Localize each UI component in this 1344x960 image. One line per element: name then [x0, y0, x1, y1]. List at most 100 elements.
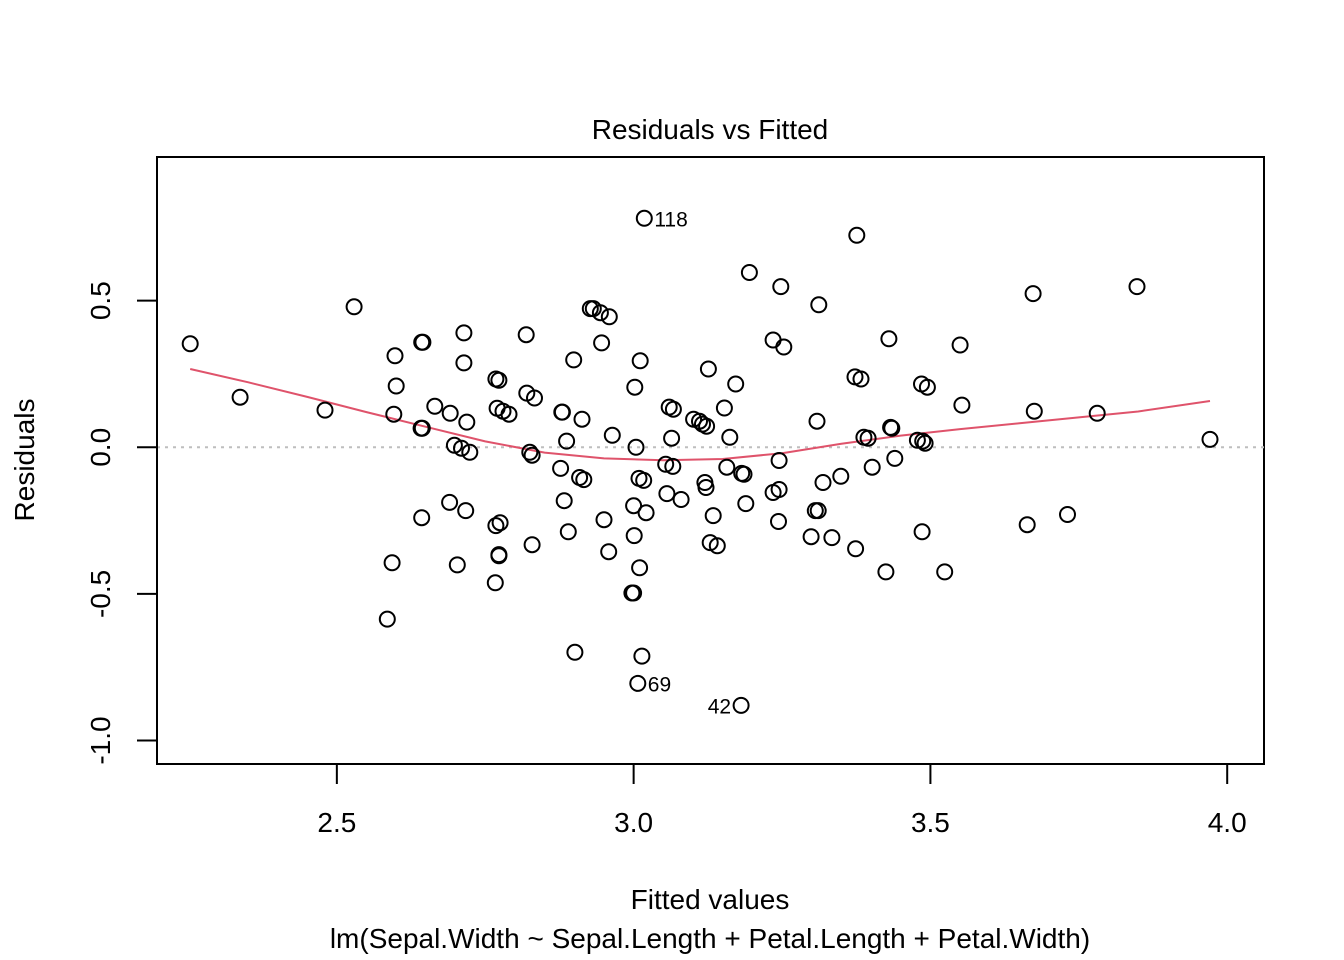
- data-point: [448, 556, 466, 574]
- data-point: [852, 370, 870, 388]
- data-point: [1018, 516, 1036, 534]
- data-point: [863, 458, 881, 476]
- data-point: [559, 523, 577, 541]
- data-point: [603, 426, 621, 444]
- y-tick-label: 0.5: [85, 281, 116, 320]
- data-point: [517, 326, 535, 344]
- data-point: [877, 563, 895, 581]
- x-tick-label: 3.0: [614, 807, 653, 838]
- y-axis: 0.5 0.0 -0.5 -1.0: [85, 281, 158, 765]
- data-point: [426, 397, 444, 415]
- data-point: [698, 417, 716, 435]
- lowess-layer: [189, 368, 1211, 462]
- data-point: [453, 439, 470, 457]
- data-point: [715, 399, 733, 417]
- data-point: [848, 226, 866, 244]
- data-point: [775, 338, 793, 356]
- points-layer: [181, 209, 1219, 714]
- data-point: [552, 459, 570, 477]
- data-point: [1088, 404, 1106, 422]
- data-point: [672, 491, 690, 508]
- data-point: [413, 419, 431, 437]
- data-point: [735, 465, 753, 483]
- data-point: [593, 334, 611, 352]
- data-point: [916, 434, 934, 452]
- y-tick-label: -0.5: [85, 570, 116, 618]
- data-point: [378, 610, 396, 628]
- x-axis-label: Fitted values: [631, 884, 790, 915]
- data-point: [951, 336, 969, 354]
- data-point: [880, 330, 898, 348]
- data-point: [810, 296, 828, 314]
- data-point: [566, 643, 584, 661]
- data-point: [953, 396, 971, 414]
- data-point: [575, 471, 593, 489]
- data-point: [913, 523, 931, 541]
- data-point: [455, 354, 473, 372]
- data-point: [345, 298, 363, 316]
- plot-frame: [156, 156, 1265, 765]
- chart-title: Residuals vs Fitted: [592, 114, 829, 145]
- data-point: [918, 378, 936, 396]
- data-point: [523, 536, 541, 554]
- data-point: [631, 352, 649, 370]
- data-point: [1024, 285, 1042, 303]
- data-point: [386, 347, 404, 365]
- data-point: [625, 527, 643, 545]
- data-point: [814, 474, 832, 491]
- data-point: [737, 495, 755, 513]
- data-point: [832, 467, 850, 485]
- data-point: [732, 696, 750, 714]
- point-label: 69: [648, 673, 671, 696]
- data-point: [886, 449, 904, 467]
- data-point: [696, 474, 714, 491]
- data-point: [633, 647, 651, 665]
- data-point: [718, 458, 736, 476]
- data-point: [727, 375, 745, 393]
- data-point: [1059, 506, 1076, 523]
- data-point: [526, 389, 543, 407]
- data-point: [806, 502, 824, 520]
- data-point: [231, 388, 249, 406]
- data-point: [458, 413, 476, 431]
- data-point: [635, 471, 653, 489]
- data-point: [936, 563, 954, 581]
- data-point: [553, 403, 571, 421]
- y-axis-label: Residuals: [9, 399, 40, 522]
- data-point: [764, 484, 782, 501]
- data-point: [558, 432, 576, 450]
- data-point: [455, 324, 473, 342]
- data-point: [740, 264, 758, 281]
- data-point: [631, 559, 649, 577]
- data-point: [663, 429, 681, 447]
- data-point: [500, 405, 518, 423]
- data-point: [627, 438, 645, 456]
- model-formula-subtitle: lm(Sepal.Width ~ Sepal.Length + Petal.Le…: [330, 923, 1090, 954]
- data-point: [486, 574, 504, 592]
- data-point: [635, 209, 653, 227]
- data-point: [708, 537, 726, 555]
- data-point: [1025, 402, 1043, 420]
- data-point: [1128, 278, 1146, 296]
- data-point: [457, 502, 475, 520]
- data-point: [772, 278, 790, 296]
- data-point: [385, 405, 403, 423]
- data-point: [595, 511, 613, 529]
- data-point: [573, 410, 591, 428]
- data-point: [914, 432, 932, 450]
- data-point: [316, 401, 334, 419]
- data-point: [808, 412, 826, 430]
- data-point: [802, 528, 820, 546]
- data-point: [859, 429, 877, 447]
- data-point: [657, 455, 675, 473]
- data-point: [441, 404, 459, 422]
- x-tick-label: 3.5: [911, 807, 950, 838]
- y-tick-label: 0.0: [85, 428, 116, 467]
- data-point: [704, 507, 722, 525]
- data-point: [490, 547, 508, 565]
- data-point: [664, 457, 682, 475]
- x-tick-label: 4.0: [1208, 807, 1247, 838]
- data-point: [441, 493, 459, 511]
- data-point: [625, 584, 643, 602]
